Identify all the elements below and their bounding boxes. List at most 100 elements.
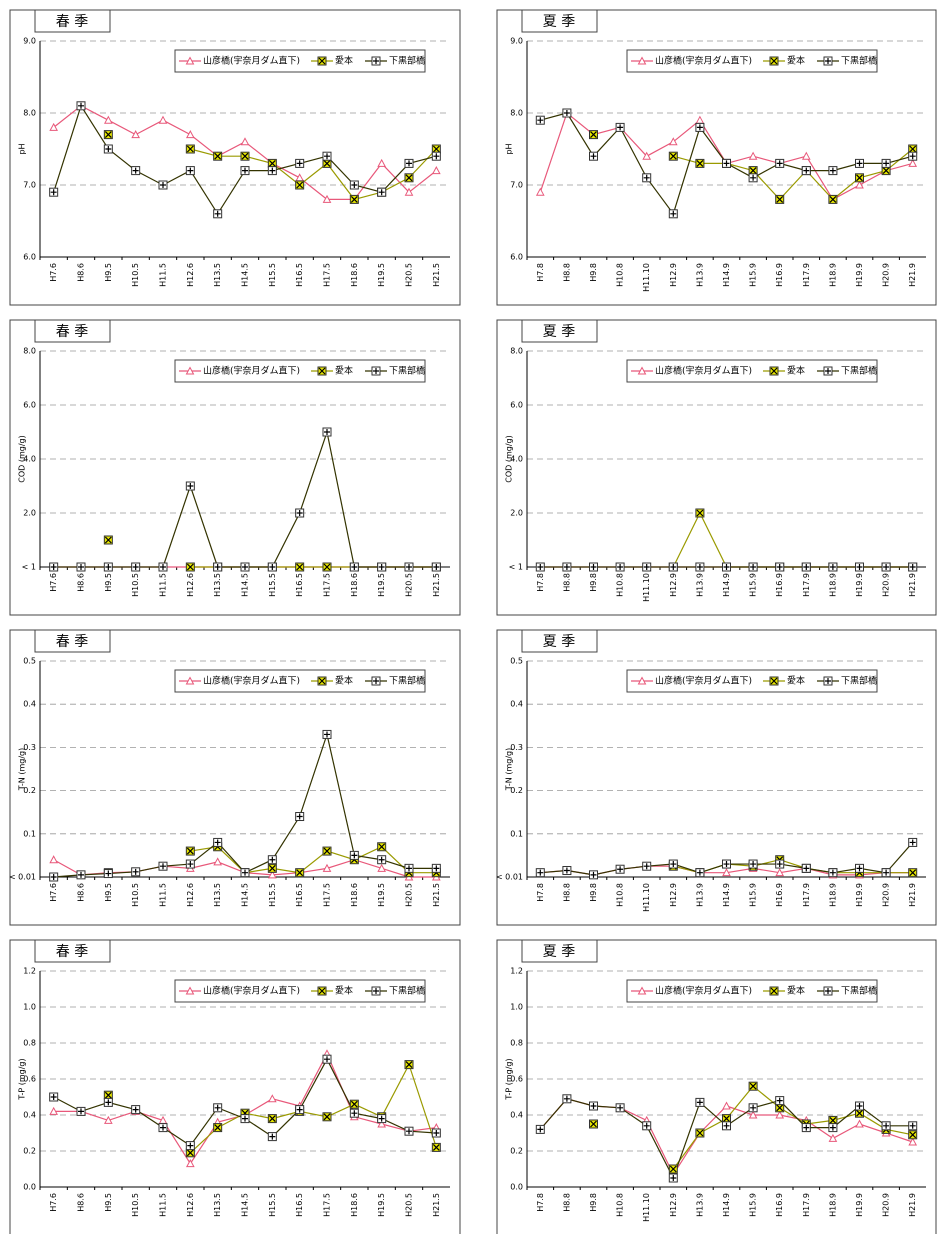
legend-box (626, 669, 878, 693)
marker-plus-square (695, 122, 705, 132)
marker-glyph (856, 1109, 863, 1117)
marker-glyph (405, 1061, 413, 1069)
marker-triangle (131, 130, 141, 139)
marker-cross-square (185, 144, 195, 154)
x-tick-label: H8.8 (562, 573, 571, 592)
x-tick-label: H18.6 (350, 573, 359, 597)
y-axis-label: T-P (mg/g) (505, 1058, 514, 1100)
x-tick-label: H7.6 (49, 573, 58, 592)
marker-glyph (776, 195, 784, 203)
title-box (34, 319, 111, 343)
legend-label: 下黒部橋 (389, 365, 425, 377)
marker-glyph (432, 1143, 440, 1151)
x-tick-label: H21.5 (432, 883, 441, 907)
title-box (521, 629, 598, 653)
marker-glyph (590, 131, 597, 139)
marker-glyph (883, 869, 890, 876)
marker-glyph (269, 564, 276, 570)
marker-plus-square (240, 868, 250, 878)
marker-glyph (406, 160, 412, 167)
x-tick-label: H20.5 (405, 263, 414, 287)
marker-cross-square (908, 868, 918, 878)
marker-glyph (186, 563, 194, 571)
marker-triangle (748, 151, 758, 160)
marker-glyph (723, 1122, 730, 1129)
marker-plus-square (908, 1121, 918, 1131)
legend-box (626, 49, 878, 73)
marker-plus-square (642, 861, 652, 871)
marker-cross-square (589, 130, 598, 140)
marker-glyph (406, 865, 412, 872)
marker-glyph (187, 1142, 194, 1149)
legend-label: 山彦橋(宇奈月ダム直下) (203, 985, 300, 997)
title-box (521, 939, 598, 963)
x-tick-label: H20.9 (882, 263, 891, 287)
marker-glyph (214, 839, 221, 846)
x-tick-label: H12.6 (186, 1193, 195, 1217)
y-tick-label: 6.0 (510, 401, 523, 410)
x-tick-label: H11.5 (159, 883, 168, 907)
chart-title: 春 季 (56, 944, 88, 960)
marker-glyph (803, 167, 810, 174)
marker-glyph (50, 874, 57, 880)
marker-triangle (908, 1137, 918, 1146)
x-tick-label: H11.5 (159, 263, 168, 287)
marker-plus-square (377, 1114, 387, 1124)
marker-plus-square (695, 1097, 705, 1107)
marker-triangle (908, 158, 918, 167)
marker-plus-square (295, 1105, 305, 1115)
x-tick-label: H12.9 (669, 1193, 678, 1217)
marker-glyph (373, 368, 379, 374)
x-tick-label: H13.9 (695, 263, 704, 287)
marker-glyph (268, 159, 276, 167)
x-tick-label: H11.5 (159, 1193, 168, 1217)
x-tick-label: H15.5 (268, 883, 277, 907)
marker-glyph (104, 131, 112, 139)
y-tick-label: 0.1 (23, 829, 36, 838)
marker-glyph (696, 869, 703, 876)
x-tick-label: H15.9 (749, 1193, 758, 1217)
marker-glyph (882, 167, 890, 175)
marker-triangle (322, 863, 332, 872)
marker-plus-square (642, 562, 652, 572)
marker-glyph (617, 866, 624, 873)
marker-cross-square (431, 1142, 441, 1152)
marker-triangle (49, 855, 59, 864)
marker-plus-square (322, 151, 332, 161)
marker-triangle (267, 870, 277, 879)
marker-glyph (132, 868, 139, 875)
marker-plus-square (49, 187, 59, 197)
marker-cross-square (267, 1114, 277, 1124)
legend-label: 愛本 (787, 55, 805, 67)
x-tick-label: H17.9 (802, 573, 811, 597)
x-tick-label: H20.9 (882, 1193, 891, 1217)
x-tick-label: H12.9 (669, 263, 678, 287)
marker-glyph (324, 1056, 330, 1063)
y-tick-label: 1.2 (510, 967, 523, 976)
marker-glyph (617, 124, 624, 131)
marker-glyph (373, 678, 379, 684)
marker-glyph (856, 1103, 863, 1109)
marker-plus-square (615, 864, 625, 874)
y-tick-label: 0.0 (23, 1183, 36, 1192)
marker-glyph (268, 1115, 276, 1123)
marker-glyph (590, 1120, 597, 1128)
x-tick-label: H7.6 (49, 883, 58, 902)
marker-triangle (855, 1119, 864, 1128)
marker-plus-square (295, 158, 305, 168)
marker-triangle (637, 676, 647, 685)
marker-glyph (590, 153, 597, 160)
marker-cross-square (349, 194, 359, 204)
x-tick-label: H21.5 (432, 263, 441, 287)
marker-plus-square (371, 676, 381, 686)
x-tick-label: H11.10 (642, 263, 651, 292)
x-tick-label: H14.9 (722, 573, 731, 597)
panel (9, 629, 461, 926)
chart-title: 春 季 (56, 324, 88, 340)
marker-glyph (829, 195, 837, 203)
marker-glyph (696, 1129, 704, 1137)
y-tick-label: 8.0 (510, 109, 523, 118)
marker-triangle (801, 151, 811, 160)
marker-plus-square (404, 158, 414, 168)
